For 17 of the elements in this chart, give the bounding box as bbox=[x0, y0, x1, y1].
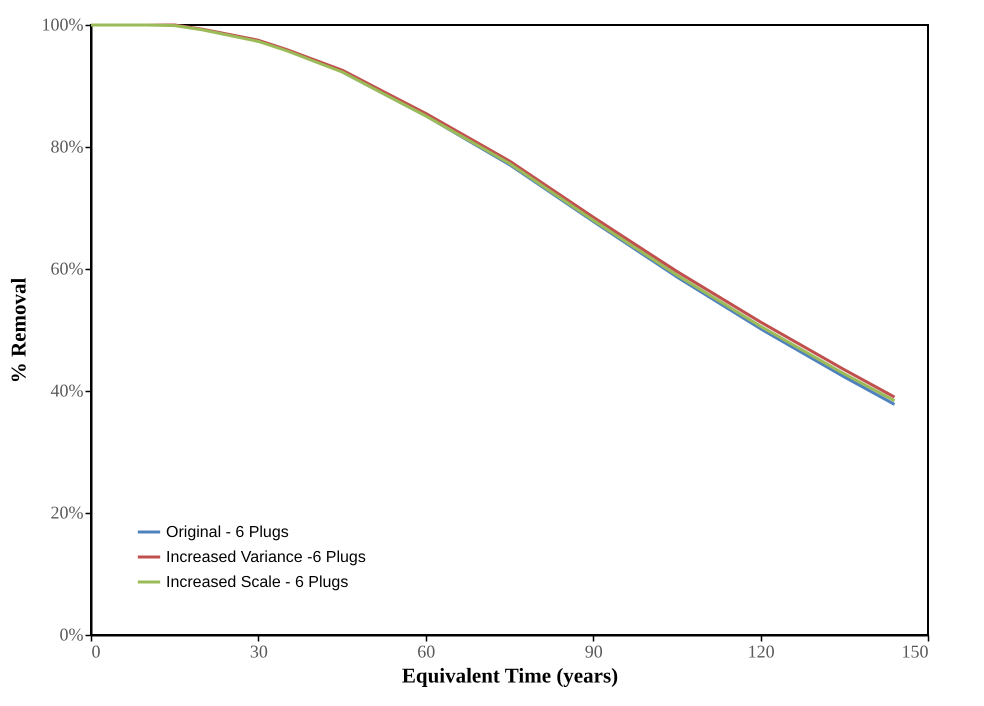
y-tick-label: 80% bbox=[50, 136, 84, 156]
y-tick-label: 20% bbox=[50, 502, 84, 522]
y-tick-label: 100% bbox=[42, 14, 84, 34]
y-tick-label: 0% bbox=[60, 624, 84, 644]
x-tick-label: 120 bbox=[748, 642, 775, 662]
legend-label: Original - 6 Plugs bbox=[166, 524, 289, 541]
x-axis-title: Equivalent Time (years) bbox=[402, 664, 618, 688]
x-tick-label: 30 bbox=[250, 642, 268, 662]
x-tick-label: 90 bbox=[584, 642, 603, 662]
x-tick-label: 150 bbox=[902, 642, 928, 662]
x-tick-label: 60 bbox=[417, 642, 436, 662]
legend-label: Increased Variance -6 Plugs bbox=[166, 549, 366, 566]
x-tick-label: 0 bbox=[92, 642, 100, 662]
legend-label: Increased Scale - 6 Plugs bbox=[166, 574, 348, 591]
y-axis-title: % Removal bbox=[6, 278, 31, 384]
y-tick-label: 60% bbox=[50, 258, 84, 278]
y-tick-label: 40% bbox=[50, 380, 84, 400]
